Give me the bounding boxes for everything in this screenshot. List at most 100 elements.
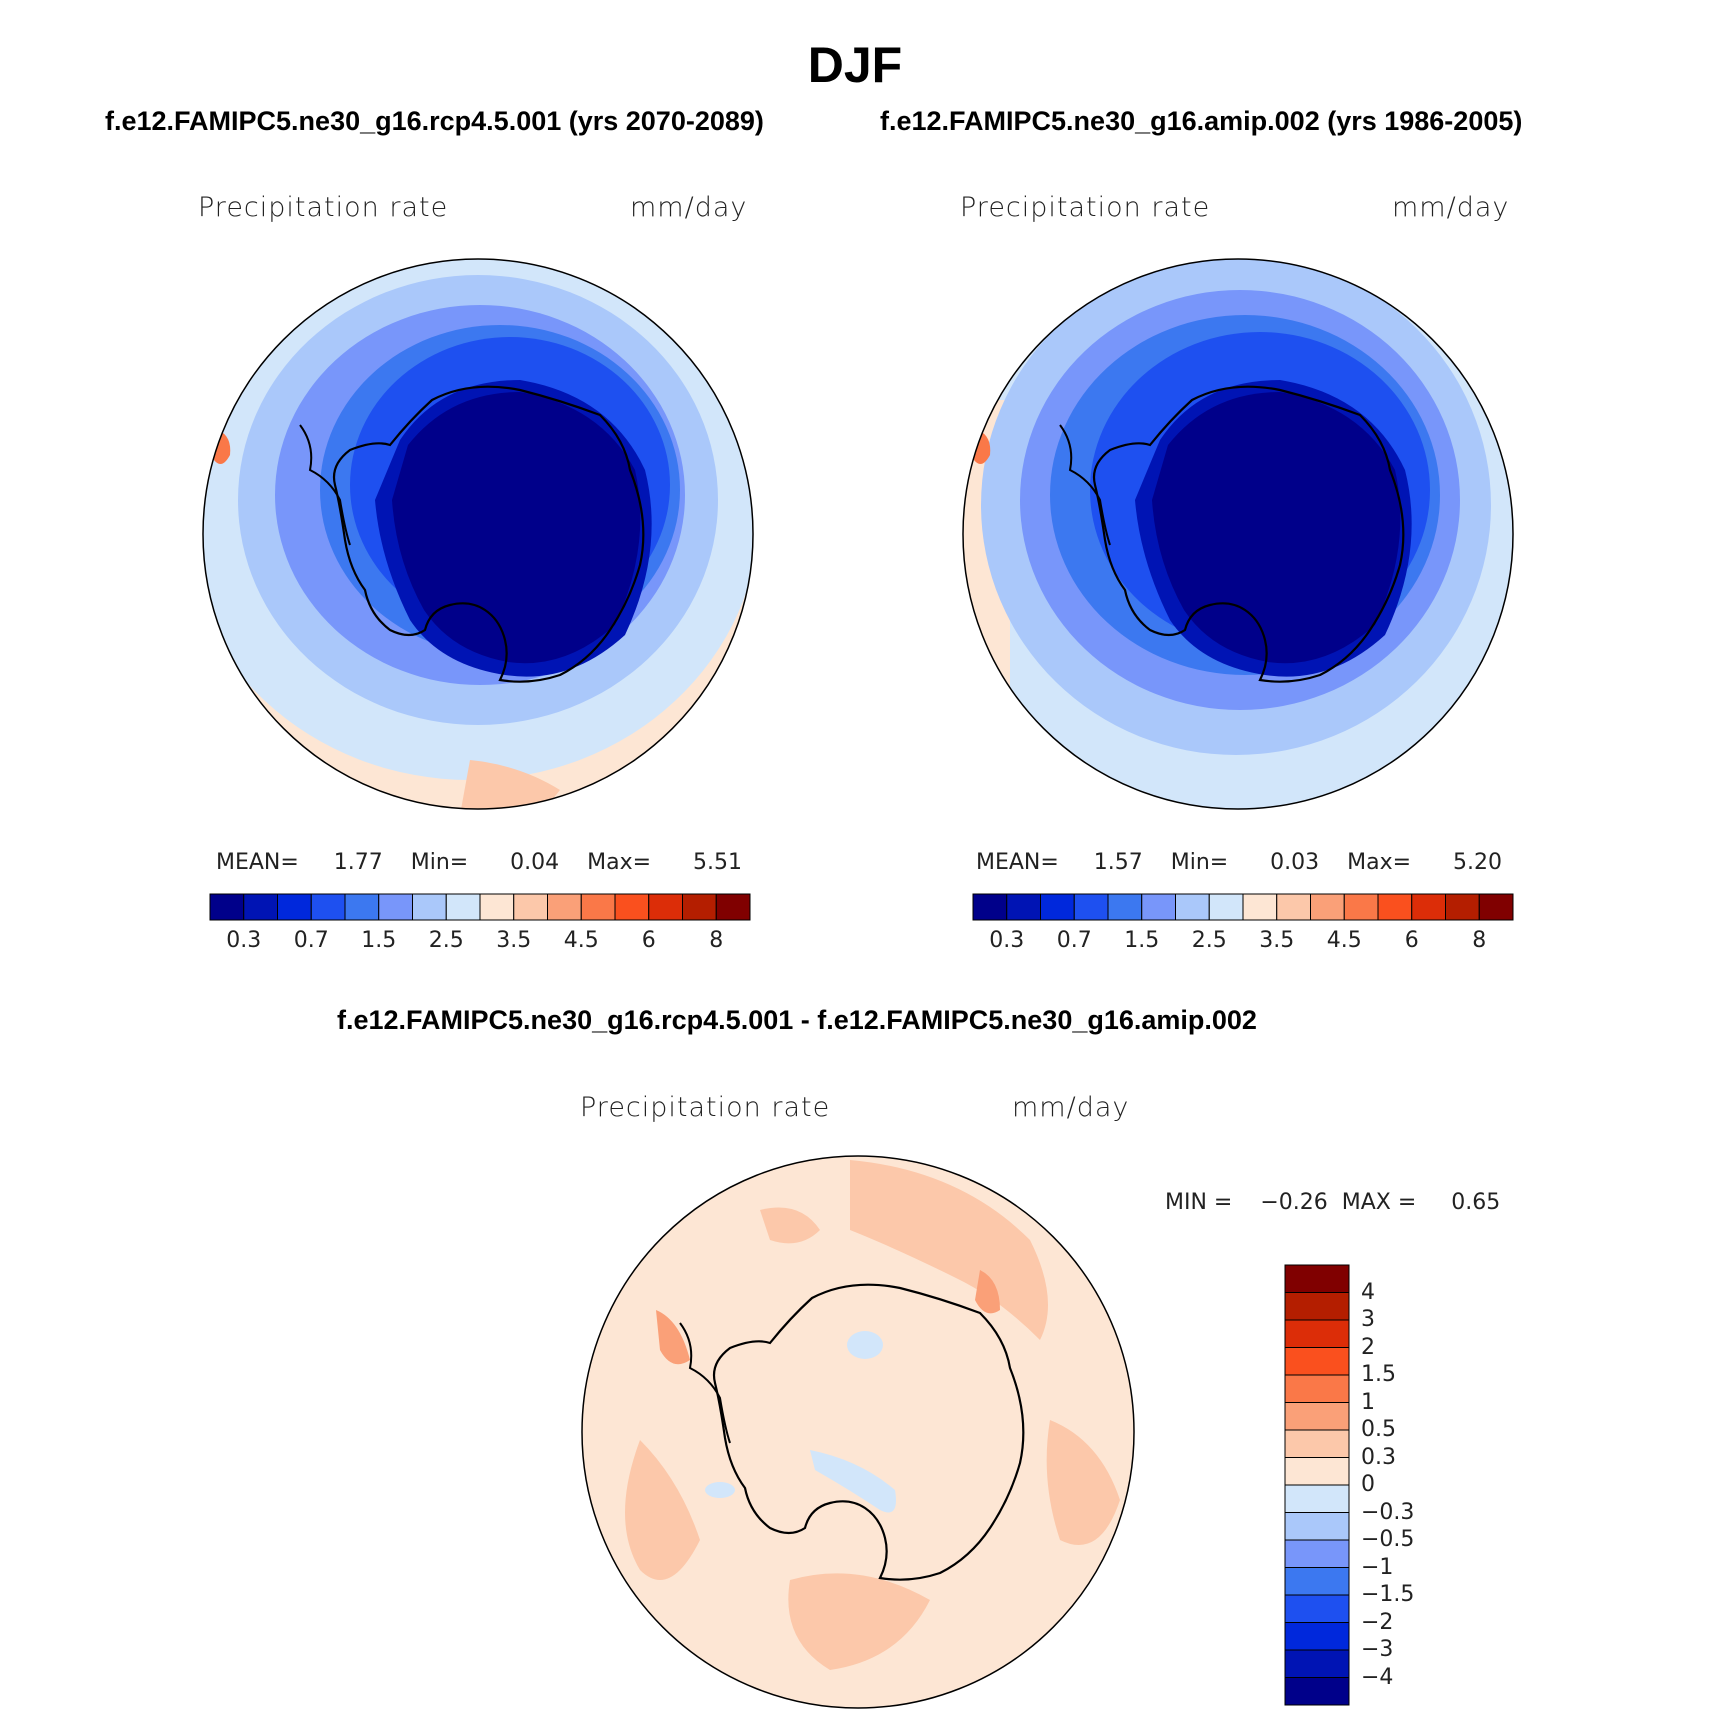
panel1-colorbar-swatch — [378, 893, 413, 921]
diff-colorbar-swatch — [1284, 1512, 1350, 1541]
panel2-colorbar-swatch — [1208, 893, 1244, 921]
panel2-colorbar-swatch — [972, 893, 1008, 921]
diff-map-border — [581, 1155, 1135, 1709]
panel1-polar-map — [203, 259, 753, 809]
panel2-colorbar-tick-label: 0.3 — [989, 928, 1025, 953]
diff-units-label: mm/day — [1012, 1092, 1130, 1123]
diff-colorbar-tick-label: −0.3 — [1361, 1499, 1415, 1525]
panel1-colorbar-swatch — [344, 893, 380, 921]
diff-coastline — [712, 1283, 1025, 1581]
panel1-colorbar-swatch — [547, 893, 582, 921]
diff-colorbar-tick-label: 1.5 — [1361, 1362, 1396, 1387]
panel1-colorbar-swatch — [209, 893, 245, 921]
panel1-colorbar-swatch — [682, 893, 717, 921]
diff-colorbar-tick-label: −0.5 — [1361, 1527, 1415, 1552]
panel2-colorbar-swatch — [1073, 893, 1109, 921]
diff-colorbar-swatch — [1284, 1594, 1350, 1623]
panel2-colorbar-swatch — [1141, 893, 1176, 921]
panel2-colorbar-tick-label: 3.5 — [1259, 928, 1295, 953]
diff-colorbar-swatch — [1284, 1402, 1350, 1431]
panel2-subtitle: f.e12.FAMIPC5.ne30_g16.amip.002 (yrs 198… — [880, 106, 1523, 136]
panel2-colorbar-swatch — [1343, 893, 1379, 921]
panel1-colorbar-swatch — [310, 893, 346, 921]
diff-subtitle: f.e12.FAMIPC5.ne30_g16.rcp4.5.001 - f.e1… — [337, 1005, 1257, 1035]
diff-colorbar-swatch — [1284, 1347, 1350, 1376]
panel1-colorbar-swatch — [648, 893, 683, 921]
panel1-colorbar-swatch — [412, 893, 447, 921]
panel1-colorbar-swatch — [479, 893, 515, 921]
diff-polar-map — [582, 1156, 1134, 1708]
diff-colorbar-tick-label: 0.5 — [1361, 1417, 1396, 1442]
panel2-stats: MEAN= 1.57 Min= 0.03 Max= 5.20 — [976, 850, 1502, 875]
panel2-colorbar-swatch — [1006, 893, 1041, 921]
panel2-colorbar-swatch — [1175, 893, 1210, 921]
panel1-colorbar-swatch — [277, 893, 312, 921]
panel2-colorbar-swatch — [1276, 893, 1311, 921]
diff-colorbar-swatch — [1284, 1319, 1350, 1348]
diff-colorbar-tick-label: 4 — [1361, 1279, 1375, 1305]
diff-colorbar-tick-label: 3 — [1361, 1307, 1375, 1332]
panel2-colorbar-tick-label: 4.5 — [1326, 928, 1362, 953]
panel1-units-label: mm/day — [630, 192, 748, 223]
panel1-colorbar-tick-label: 4.5 — [563, 928, 599, 953]
panel1-colorbar-swatch — [614, 893, 650, 921]
panel2-colorbar-swatch — [1040, 893, 1075, 921]
diff-colorbar-tick-label: −1.5 — [1361, 1582, 1415, 1607]
panel2-colorbar — [972, 893, 1514, 921]
diff-colorbar-swatch — [1284, 1622, 1350, 1651]
diff-colorbar-swatch — [1284, 1374, 1350, 1403]
diff-colorbar-tick-label: −1 — [1361, 1554, 1394, 1580]
panel1-map-border — [202, 258, 754, 810]
diff-colorbar-swatch — [1284, 1264, 1350, 1293]
panel1-subtitle: f.e12.FAMIPC5.ne30_g16.rcp4.5.001 (yrs 2… — [105, 106, 764, 136]
diff-colorbar-swatch — [1284, 1457, 1350, 1486]
diff-colorbar — [1284, 1264, 1350, 1706]
panel1-colorbar — [209, 893, 751, 921]
panel1-colorbar-swatch — [580, 893, 616, 921]
panel2-colorbar-swatch — [1377, 893, 1413, 921]
panel1-colorbar-tick-label: 2.5 — [428, 928, 464, 953]
diff-stats: MIN = −0.26 MAX = 0.65 — [1165, 1190, 1501, 1215]
panel2-colorbar-swatch — [1411, 893, 1446, 921]
panel2-colorbar-tick-label: 0.7 — [1056, 928, 1092, 953]
panel2-colorbar-swatch — [1242, 893, 1278, 921]
diff-colorbar-swatch — [1284, 1539, 1350, 1568]
diff-colorbar-swatch — [1284, 1649, 1350, 1678]
panel1-colorbar-tick-label: 0.7 — [293, 928, 329, 953]
panel1-colorbar-swatch — [715, 893, 751, 921]
panel1-colorbar-tick-label: 1.5 — [361, 928, 397, 953]
diff-colorbar-tick-label: −4 — [1361, 1664, 1394, 1690]
panel1-colorbar-tick-label: 8 — [709, 928, 724, 953]
diff-colorbar-tick-label: −3 — [1361, 1637, 1394, 1662]
panel1-variable-label: Precipitation rate — [198, 192, 449, 223]
panel2-colorbar-swatch — [1107, 893, 1143, 921]
diff-colorbar-tick-label: 0 — [1361, 1472, 1375, 1497]
panel2-map-border — [962, 258, 1514, 810]
panel2-units-label: mm/day — [1392, 192, 1510, 223]
panel1-colorbar-swatch — [513, 893, 548, 921]
panel2-colorbar-tick-label: 6 — [1404, 928, 1419, 953]
panel2-colorbar-swatch — [1310, 893, 1345, 921]
panel1-colorbar-swatch — [243, 893, 278, 921]
panel1-colorbar-tick-label: 6 — [641, 928, 656, 953]
diff-colorbar-tick-label: 2 — [1361, 1334, 1375, 1360]
diff-colorbar-tick-label: −2 — [1361, 1609, 1394, 1635]
panel2-coastline — [1092, 385, 1405, 683]
diff-variable-label: Precipitation rate — [580, 1092, 831, 1123]
panel2-colorbar-tick-label: 8 — [1472, 928, 1487, 953]
diff-colorbar-swatch — [1284, 1567, 1350, 1596]
diff-colorbar-tick-label: 1 — [1361, 1389, 1375, 1415]
diff-colorbar-swatch — [1284, 1677, 1350, 1706]
figure-title: DJF — [807, 37, 903, 93]
panel1-colorbar-swatch — [445, 893, 481, 921]
panel2-colorbar-tick-label: 1.5 — [1124, 928, 1160, 953]
diff-colorbar-swatch — [1284, 1484, 1350, 1513]
diff-colorbar-tick-label: 0.3 — [1361, 1444, 1396, 1470]
panel1-colorbar-tick-label: 3.5 — [496, 928, 532, 953]
panel1-stats: MEAN= 1.77 Min= 0.04 Max= 5.51 — [216, 850, 742, 875]
panel2-colorbar-swatch — [1445, 893, 1480, 921]
panel1-coastline — [332, 385, 645, 683]
diff-colorbar-swatch — [1284, 1429, 1350, 1458]
panel2-polar-map — [963, 259, 1513, 809]
